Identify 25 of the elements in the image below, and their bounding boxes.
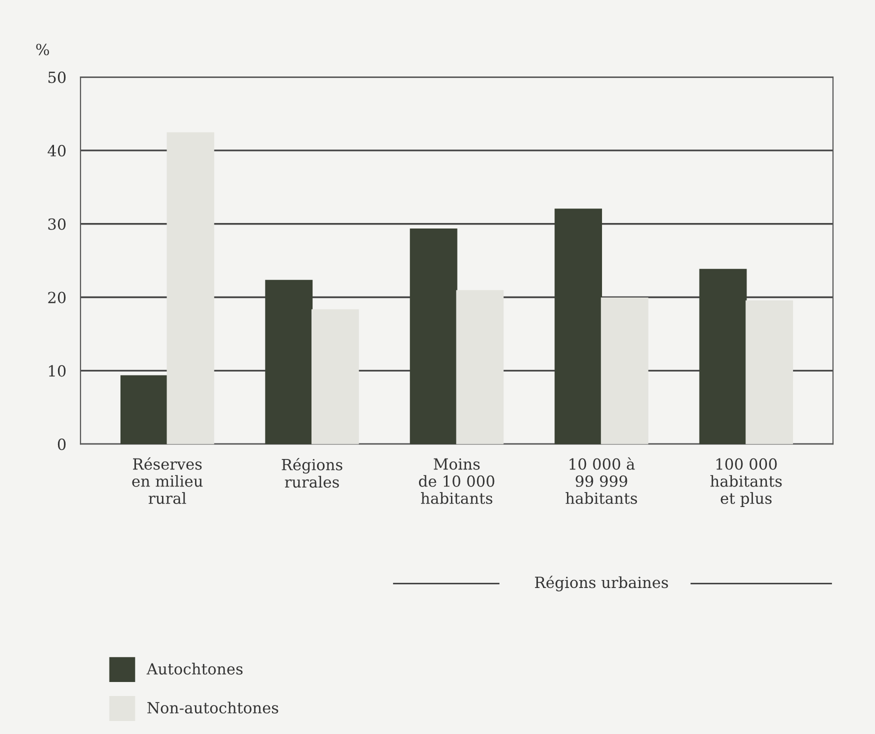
x-tick-label: 10 000 à 99 999 habitants (566, 457, 638, 504)
x-tick-label: Réserves en milieu rural (132, 457, 203, 504)
bar (554, 208, 602, 444)
bar (410, 228, 458, 444)
bar (311, 309, 359, 444)
y-axis-title: % (36, 44, 50, 56)
y-tick-label: 40 (48, 144, 66, 156)
y-tick-label: 20 (48, 292, 66, 304)
legend-label: Autochtones (146, 662, 243, 675)
y-tick-label: 0 (58, 438, 66, 450)
bar (120, 375, 168, 444)
x-tick-label: Moins de 10 000 habitants (418, 458, 494, 504)
legend-label: Non-autochtones (147, 702, 278, 714)
bar (456, 290, 504, 444)
bar (600, 297, 648, 444)
x-tick-label: Régions rurales (282, 458, 342, 488)
bar (166, 132, 214, 444)
bar (265, 280, 313, 444)
x-tick-label: 100 000 habitants et plus (710, 458, 782, 507)
text: Régions urbaines (535, 576, 668, 592)
y-tick-label: 50 (48, 72, 66, 84)
y-tick-label: 30 (48, 218, 66, 230)
bar (746, 300, 794, 444)
y-tick-label: 10 (49, 365, 66, 377)
bar (699, 268, 747, 444)
